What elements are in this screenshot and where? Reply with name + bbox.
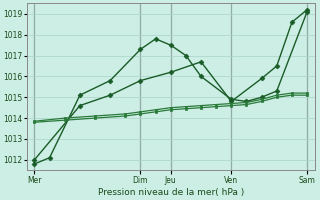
X-axis label: Pression niveau de la mer( hPa ): Pression niveau de la mer( hPa )	[98, 188, 244, 197]
